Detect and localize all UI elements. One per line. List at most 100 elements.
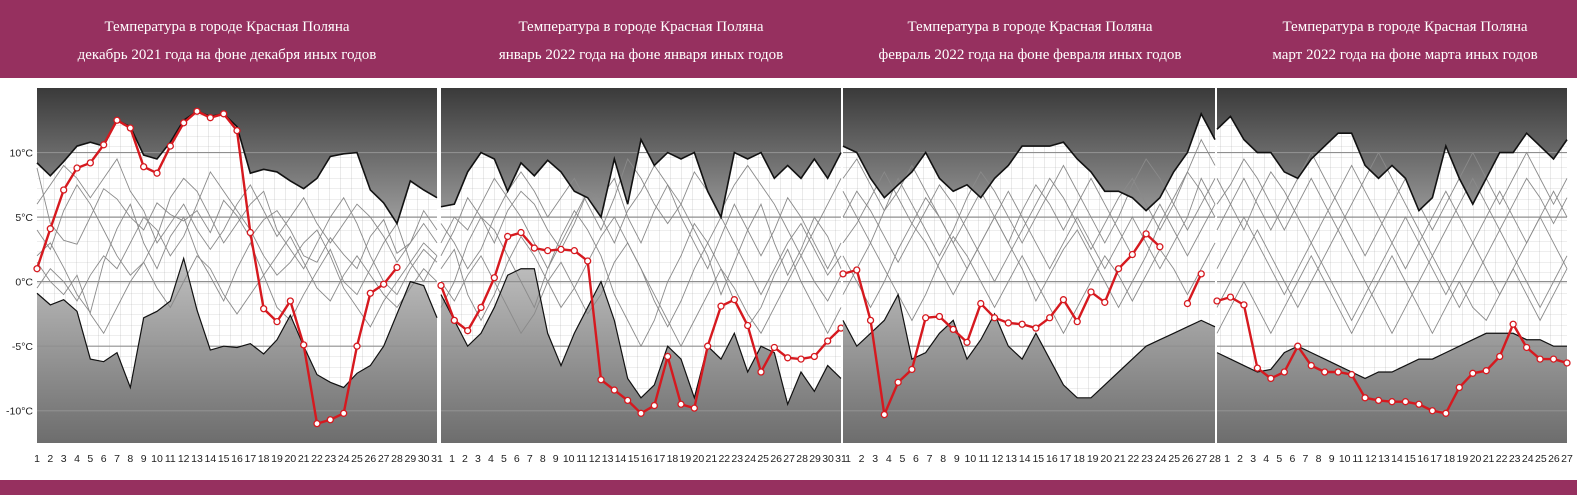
x-tick-label: 7: [1303, 453, 1309, 465]
x-tick-label: 11: [1352, 453, 1363, 465]
x-tick-label: 30: [418, 453, 430, 465]
envelope-band: [843, 113, 1215, 398]
current-year-point: [530, 244, 538, 252]
x-tick-label: 11: [978, 453, 989, 465]
chart-title-line1: Температура в городе Красная Поляна: [518, 19, 763, 35]
current-year-point: [450, 316, 458, 325]
history-line-1: [440, 177, 842, 296]
current-year-point: [60, 186, 68, 194]
current-year-point: [180, 119, 188, 127]
x-tick-label: 23: [324, 453, 336, 465]
current-year-point: [260, 305, 268, 313]
current-year-point: [1482, 367, 1490, 375]
min-envelope-line: [842, 292, 1216, 399]
x-tick-label: 15: [1404, 453, 1416, 465]
chart-banner: [1216, 0, 1577, 78]
x-tick-label: 21: [298, 453, 310, 465]
current-year-point: [366, 289, 374, 297]
x-tick-label: 24: [338, 453, 350, 465]
history-line-5: [36, 158, 438, 264]
current-year-point: [824, 337, 832, 345]
x-tick-label: 24: [744, 453, 756, 465]
current-year-point: [637, 409, 645, 417]
current-year-point: [717, 302, 725, 310]
x-tick-label: 20: [284, 453, 296, 465]
x-tick-label: 10: [151, 453, 163, 465]
x-tick-label: 14: [615, 453, 627, 465]
x-tick-label: 11: [576, 453, 587, 465]
history-line-5: [1216, 151, 1568, 257]
current-year-point: [1032, 324, 1040, 332]
current-year-point: [664, 352, 672, 361]
current-year-point: [100, 141, 108, 149]
y-tick-label: -5°C: [12, 341, 34, 353]
x-tick-label: 27: [1196, 453, 1208, 465]
chart-banner: [0, 0, 441, 78]
current-year-point: [570, 247, 578, 255]
x-tick-label: 5: [501, 453, 507, 465]
current-year-point: [73, 164, 81, 172]
current-year-point: [1101, 298, 1109, 306]
chart-panel-3: Температура в городе Красная Поляна февра…: [839, 0, 1221, 495]
current-year-point: [437, 281, 445, 290]
x-tick-label: 26: [364, 453, 376, 465]
x-tick-label: 14: [1019, 453, 1031, 465]
history-line-3: [36, 177, 438, 296]
x-tick-label: 7: [114, 453, 120, 465]
x-tick-label: 9: [141, 453, 147, 465]
current-year-point: [326, 416, 334, 424]
x-tick-label: 28: [796, 453, 808, 465]
x-tick-label: 19: [1457, 453, 1469, 465]
current-year-line: [35, 109, 398, 426]
chart-title-line2: март 2022 года на фоне марта иных годов: [1272, 47, 1537, 63]
current-year-point: [1073, 318, 1081, 326]
current-year-point: [1142, 230, 1150, 238]
x-tick-label: 1: [449, 453, 455, 465]
y-tick-label: 5°C: [15, 212, 33, 224]
y-tick-label: 0°C: [15, 277, 33, 289]
current-year-point: [1455, 383, 1463, 392]
current-year-point: [839, 270, 847, 278]
current-year-point: [963, 338, 971, 346]
current-year-point: [380, 280, 388, 288]
chart-footer-bar: [0, 480, 441, 495]
x-tick-label: 20: [1100, 453, 1112, 465]
current-year-point: [704, 342, 712, 350]
chart-panel-2: Температура в городе Красная Поляна январ…: [437, 0, 847, 495]
x-tick-label: 7: [927, 453, 933, 465]
history-line-1: [36, 167, 438, 270]
chart-panel-4: Температура в городе Красная Поляна март …: [1213, 0, 1577, 495]
history-line-5: [440, 164, 842, 270]
current-year-point: [246, 228, 254, 237]
x-tick-label: 1: [1224, 453, 1230, 465]
x-tick-label: 25: [757, 453, 769, 465]
x-tick-label: 28: [1209, 453, 1221, 465]
y-tick-label: -10°C: [6, 406, 33, 418]
x-tick-label: 4: [74, 453, 80, 465]
x-tick-label: 3: [475, 453, 481, 465]
x-tick-label: 20: [1470, 453, 1482, 465]
x-tick-label: 18: [1443, 453, 1455, 465]
x-tick-label: 27: [783, 453, 795, 465]
history-line-6: [1216, 254, 1568, 335]
current-year-point: [1563, 359, 1571, 367]
current-year-point: [517, 228, 525, 237]
envelope-band: [1217, 116, 1567, 379]
envelope-band: [37, 111, 437, 388]
chart-banner: [441, 0, 842, 78]
min-envelope-line: [36, 256, 438, 390]
current-year-point: [1197, 270, 1205, 278]
current-year-point: [1307, 361, 1315, 370]
x-tick-label: 25: [1168, 453, 1180, 465]
x-tick-label: 25: [1535, 453, 1547, 465]
y-tick-label: 10°C: [10, 148, 34, 160]
current-year-point: [990, 314, 999, 322]
x-tick-label: 12: [1365, 453, 1377, 465]
x-tick-label: 8: [940, 453, 946, 465]
x-tick-label: 19: [680, 453, 692, 465]
history-line-6: [440, 216, 842, 328]
x-tick-label: 2: [859, 453, 865, 465]
current-year-point: [490, 274, 498, 282]
x-tick-label: 17: [1430, 453, 1442, 465]
x-tick-label: 17: [1060, 453, 1072, 465]
